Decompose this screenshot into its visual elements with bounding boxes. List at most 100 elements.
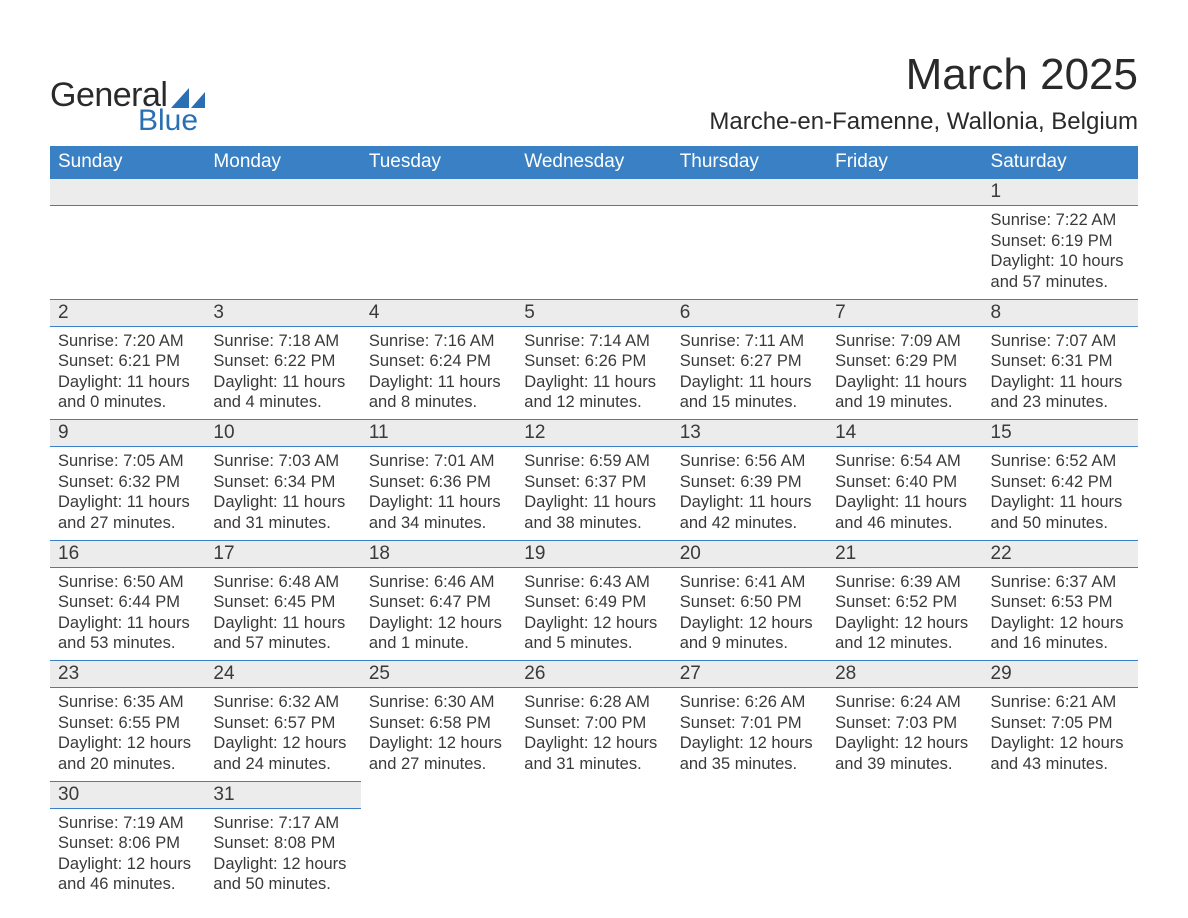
day-number: 23	[50, 660, 205, 688]
day-details: Sunrise: 7:16 AMSunset: 6:24 PMDaylight:…	[361, 327, 516, 420]
day-number: 2	[50, 299, 205, 327]
page-header: General Blue March 2025 Marche-en-Famenn…	[50, 50, 1138, 136]
day-number: 17	[205, 540, 360, 568]
day-details: Sunrise: 6:59 AMSunset: 6:37 PMDaylight:…	[516, 447, 671, 540]
day-number: 7	[827, 299, 982, 327]
empty-day-number	[361, 178, 516, 206]
empty-day-number	[516, 178, 671, 206]
day-details: Sunrise: 6:35 AMSunset: 6:55 PMDaylight:…	[50, 688, 205, 781]
day-number-row: 16171819202122	[50, 540, 1138, 568]
day-number: 26	[516, 660, 671, 688]
empty-day-details	[983, 809, 1138, 819]
dow-header: Saturday	[983, 146, 1138, 178]
day-details: Sunrise: 6:56 AMSunset: 6:39 PMDaylight:…	[672, 447, 827, 540]
dow-header: Monday	[205, 146, 360, 178]
day-details: Sunrise: 7:05 AMSunset: 6:32 PMDaylight:…	[50, 447, 205, 540]
calendar-body: 1Sunrise: 7:22 AMSunset: 6:19 PMDaylight…	[50, 178, 1138, 901]
brand-word-2: Blue	[138, 106, 205, 136]
day-details: Sunrise: 6:54 AMSunset: 6:40 PMDaylight:…	[827, 447, 982, 540]
empty-day-details	[827, 809, 982, 819]
day-details: Sunrise: 6:43 AMSunset: 6:49 PMDaylight:…	[516, 568, 671, 661]
day-detail-row: Sunrise: 7:05 AMSunset: 6:32 PMDaylight:…	[50, 447, 1138, 540]
title-block: March 2025 Marche-en-Famenne, Wallonia, …	[709, 50, 1138, 136]
day-number: 31	[205, 781, 360, 809]
day-of-week-row: SundayMondayTuesdayWednesdayThursdayFrid…	[50, 146, 1138, 178]
day-detail-row: Sunrise: 7:22 AMSunset: 6:19 PMDaylight:…	[50, 206, 1138, 299]
day-number: 13	[672, 419, 827, 447]
day-details: Sunrise: 7:01 AMSunset: 6:36 PMDaylight:…	[361, 447, 516, 540]
day-number: 11	[361, 419, 516, 447]
day-detail-row: Sunrise: 7:19 AMSunset: 8:06 PMDaylight:…	[50, 809, 1138, 902]
day-details: Sunrise: 7:09 AMSunset: 6:29 PMDaylight:…	[827, 327, 982, 420]
empty-day-number	[672, 781, 827, 807]
dow-header: Thursday	[672, 146, 827, 178]
day-detail-row: Sunrise: 7:20 AMSunset: 6:21 PMDaylight:…	[50, 327, 1138, 420]
day-number: 20	[672, 540, 827, 568]
empty-day-details	[361, 809, 516, 819]
day-number-row: 2345678	[50, 299, 1138, 327]
day-number: 18	[361, 540, 516, 568]
day-detail-row: Sunrise: 6:50 AMSunset: 6:44 PMDaylight:…	[50, 568, 1138, 661]
day-number: 12	[516, 419, 671, 447]
day-details: Sunrise: 6:39 AMSunset: 6:52 PMDaylight:…	[827, 568, 982, 661]
empty-day-details	[50, 206, 205, 216]
empty-day-details	[516, 206, 671, 216]
day-detail-row: Sunrise: 6:35 AMSunset: 6:55 PMDaylight:…	[50, 688, 1138, 781]
day-number: 4	[361, 299, 516, 327]
empty-day-number	[672, 178, 827, 206]
day-number: 19	[516, 540, 671, 568]
day-number: 29	[983, 660, 1138, 688]
day-details: Sunrise: 7:22 AMSunset: 6:19 PMDaylight:…	[983, 206, 1138, 299]
empty-day-details	[361, 206, 516, 216]
day-number: 22	[983, 540, 1138, 568]
day-details: Sunrise: 7:17 AMSunset: 8:08 PMDaylight:…	[205, 809, 360, 902]
day-details: Sunrise: 7:07 AMSunset: 6:31 PMDaylight:…	[983, 327, 1138, 420]
day-details: Sunrise: 7:14 AMSunset: 6:26 PMDaylight:…	[516, 327, 671, 420]
day-number-row: 9101112131415	[50, 419, 1138, 447]
empty-day-number	[50, 178, 205, 206]
dow-header: Wednesday	[516, 146, 671, 178]
day-details: Sunrise: 7:03 AMSunset: 6:34 PMDaylight:…	[205, 447, 360, 540]
empty-day-number	[361, 781, 516, 807]
empty-day-details	[827, 206, 982, 216]
day-details: Sunrise: 6:48 AMSunset: 6:45 PMDaylight:…	[205, 568, 360, 661]
empty-day-details	[672, 206, 827, 216]
calendar-table: SundayMondayTuesdayWednesdayThursdayFrid…	[50, 146, 1138, 901]
empty-day-number	[827, 781, 982, 807]
empty-day-number	[516, 781, 671, 807]
empty-day-details	[672, 809, 827, 819]
brand-logo: General Blue	[50, 78, 205, 136]
empty-day-number	[983, 781, 1138, 807]
day-details: Sunrise: 6:37 AMSunset: 6:53 PMDaylight:…	[983, 568, 1138, 661]
day-number: 14	[827, 419, 982, 447]
dow-header: Sunday	[50, 146, 205, 178]
day-details: Sunrise: 6:32 AMSunset: 6:57 PMDaylight:…	[205, 688, 360, 781]
day-details: Sunrise: 7:11 AMSunset: 6:27 PMDaylight:…	[672, 327, 827, 420]
day-number: 15	[983, 419, 1138, 447]
day-number: 1	[983, 178, 1138, 206]
day-number: 30	[50, 781, 205, 809]
day-details: Sunrise: 7:18 AMSunset: 6:22 PMDaylight:…	[205, 327, 360, 420]
day-details: Sunrise: 6:24 AMSunset: 7:03 PMDaylight:…	[827, 688, 982, 781]
month-title: March 2025	[709, 50, 1138, 100]
day-number-row: 1	[50, 178, 1138, 206]
empty-day-number	[205, 178, 360, 206]
day-number: 25	[361, 660, 516, 688]
location-text: Marche-en-Famenne, Wallonia, Belgium	[709, 108, 1138, 136]
day-details: Sunrise: 6:28 AMSunset: 7:00 PMDaylight:…	[516, 688, 671, 781]
day-number: 16	[50, 540, 205, 568]
day-details: Sunrise: 6:21 AMSunset: 7:05 PMDaylight:…	[983, 688, 1138, 781]
day-number: 28	[827, 660, 982, 688]
day-details: Sunrise: 6:26 AMSunset: 7:01 PMDaylight:…	[672, 688, 827, 781]
empty-day-details	[516, 809, 671, 819]
day-number: 6	[672, 299, 827, 327]
day-number: 5	[516, 299, 671, 327]
day-details: Sunrise: 7:20 AMSunset: 6:21 PMDaylight:…	[50, 327, 205, 420]
day-number-row: 23242526272829	[50, 660, 1138, 688]
day-number: 24	[205, 660, 360, 688]
day-number: 21	[827, 540, 982, 568]
day-number: 27	[672, 660, 827, 688]
day-number: 8	[983, 299, 1138, 327]
day-details: Sunrise: 6:50 AMSunset: 6:44 PMDaylight:…	[50, 568, 205, 661]
day-number: 10	[205, 419, 360, 447]
